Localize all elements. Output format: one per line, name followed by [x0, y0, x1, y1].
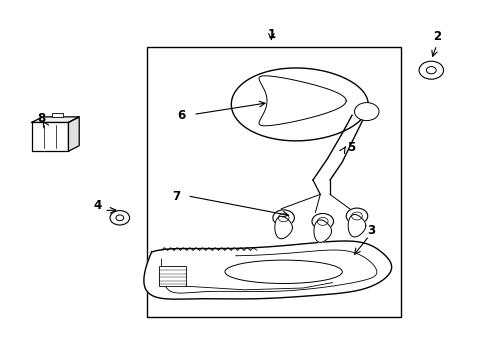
Text: 6: 6 [177, 109, 184, 122]
Polygon shape [68, 117, 79, 151]
Polygon shape [347, 215, 365, 237]
Circle shape [278, 214, 288, 222]
Text: 1: 1 [267, 28, 275, 41]
Ellipse shape [224, 260, 342, 284]
Text: 2: 2 [433, 30, 441, 42]
Text: 4: 4 [94, 199, 102, 212]
Circle shape [418, 61, 443, 79]
Bar [32, 122, 68, 151]
Text: 8: 8 [38, 112, 45, 125]
Circle shape [311, 213, 333, 229]
Polygon shape [143, 241, 391, 299]
Circle shape [116, 215, 123, 221]
Polygon shape [231, 68, 367, 141]
Circle shape [426, 67, 435, 74]
Polygon shape [32, 117, 79, 122]
Bar [52, 113, 63, 117]
Text: 3: 3 [367, 224, 375, 237]
Circle shape [351, 212, 362, 220]
Polygon shape [313, 220, 331, 242]
Circle shape [346, 208, 367, 224]
Bar [146, 47, 400, 317]
Polygon shape [259, 76, 346, 126]
Text: 5: 5 [346, 141, 354, 154]
Circle shape [110, 211, 129, 225]
Polygon shape [274, 216, 292, 239]
Circle shape [272, 210, 294, 226]
Text: 7: 7 [172, 190, 180, 203]
Circle shape [354, 103, 378, 121]
Circle shape [317, 217, 327, 225]
Bar [159, 266, 185, 286]
